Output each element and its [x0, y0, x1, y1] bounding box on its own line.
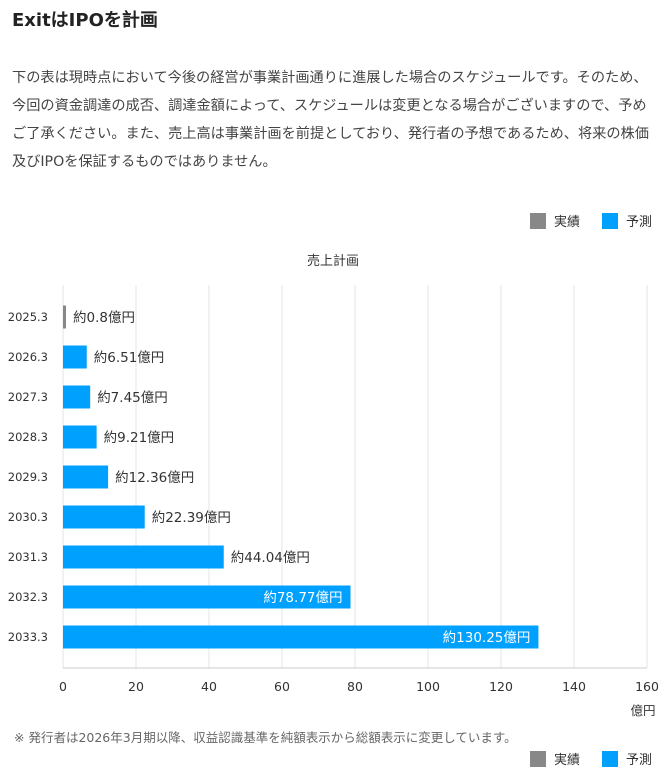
legend-swatch-forecast	[601, 750, 618, 767]
legend-label-actual: 実績	[553, 215, 580, 230]
bar	[63, 305, 66, 329]
bar	[63, 545, 224, 569]
bar	[63, 505, 145, 529]
legend-label-forecast: 予測	[625, 215, 652, 230]
bar	[63, 385, 91, 409]
x-tick-label: 120	[489, 679, 513, 694]
legend-label-forecast: 予測	[625, 753, 652, 768]
y-tick-label: 2031.3	[8, 550, 48, 564]
bar	[63, 345, 87, 369]
x-tick-label: 0	[59, 679, 67, 694]
x-tick-label: 160	[635, 679, 659, 694]
data-label: 約12.36億円	[115, 470, 194, 486]
revenue-chart: 売上計画 0 20 40 60 80 100 120 140 160 億円 2025.3 約0.8億円 2…	[8, 253, 659, 718]
legend-item-forecast: 予測	[601, 211, 652, 230]
unit-label: 億円	[630, 703, 655, 718]
legend-top: 実績 予測	[508, 211, 652, 230]
bar	[63, 465, 109, 489]
legend-swatch-actual	[529, 750, 546, 767]
data-label: 約6.51億円	[94, 350, 165, 366]
chart-title: 売上計画	[307, 253, 359, 269]
x-tick-label: 80	[347, 679, 363, 694]
legend-item-forecast: 予測	[601, 749, 652, 768]
legend-item-actual: 実績	[529, 211, 580, 230]
data-label: 約130.25億円	[443, 630, 531, 646]
bar	[63, 425, 97, 449]
y-tick-label: 2027.3	[8, 390, 48, 404]
data-label: 約22.39億円	[152, 510, 231, 526]
data-label: 約0.8億円	[73, 310, 135, 326]
x-tick-label: 60	[274, 679, 290, 694]
y-tick-label: 2026.3	[8, 350, 48, 364]
y-tick-label: 2029.3	[8, 470, 48, 484]
y-tick-label: 2028.3	[8, 430, 48, 444]
legend-swatch-actual	[529, 212, 546, 229]
y-tick-label: 2032.3	[8, 590, 48, 604]
footnote: ※ 発行者は2026年3月期以降、収益認識基準を純額表示から総額表示に変更してい…	[14, 730, 517, 745]
legend-swatch-forecast	[601, 212, 618, 229]
y-tick-label: 2033.3	[8, 630, 48, 644]
data-label: 約78.77億円	[263, 590, 342, 606]
legend-item-actual: 実績	[529, 749, 580, 768]
legend-bottom: 実績 予測	[508, 749, 652, 768]
x-tick-label: 20	[128, 679, 144, 694]
legend-label-actual: 実績	[553, 753, 580, 768]
x-tick-label: 100	[416, 679, 440, 694]
data-label: 約9.21億円	[104, 430, 175, 446]
y-tick-label: 2025.3	[8, 310, 48, 324]
data-label: 約7.45億円	[97, 390, 168, 406]
page-title: ExitはIPOを計画	[12, 10, 158, 31]
x-tick-label: 140	[562, 679, 586, 694]
y-tick-label: 2030.3	[8, 510, 48, 524]
bar	[63, 585, 351, 609]
data-label: 約44.04億円	[231, 550, 310, 566]
intro-text: 下の表は現時点において今後の経営が事業計画通りに進展した場合のスケジュールです。…	[12, 70, 649, 170]
x-tick-label: 40	[201, 679, 217, 694]
bar	[63, 625, 539, 649]
